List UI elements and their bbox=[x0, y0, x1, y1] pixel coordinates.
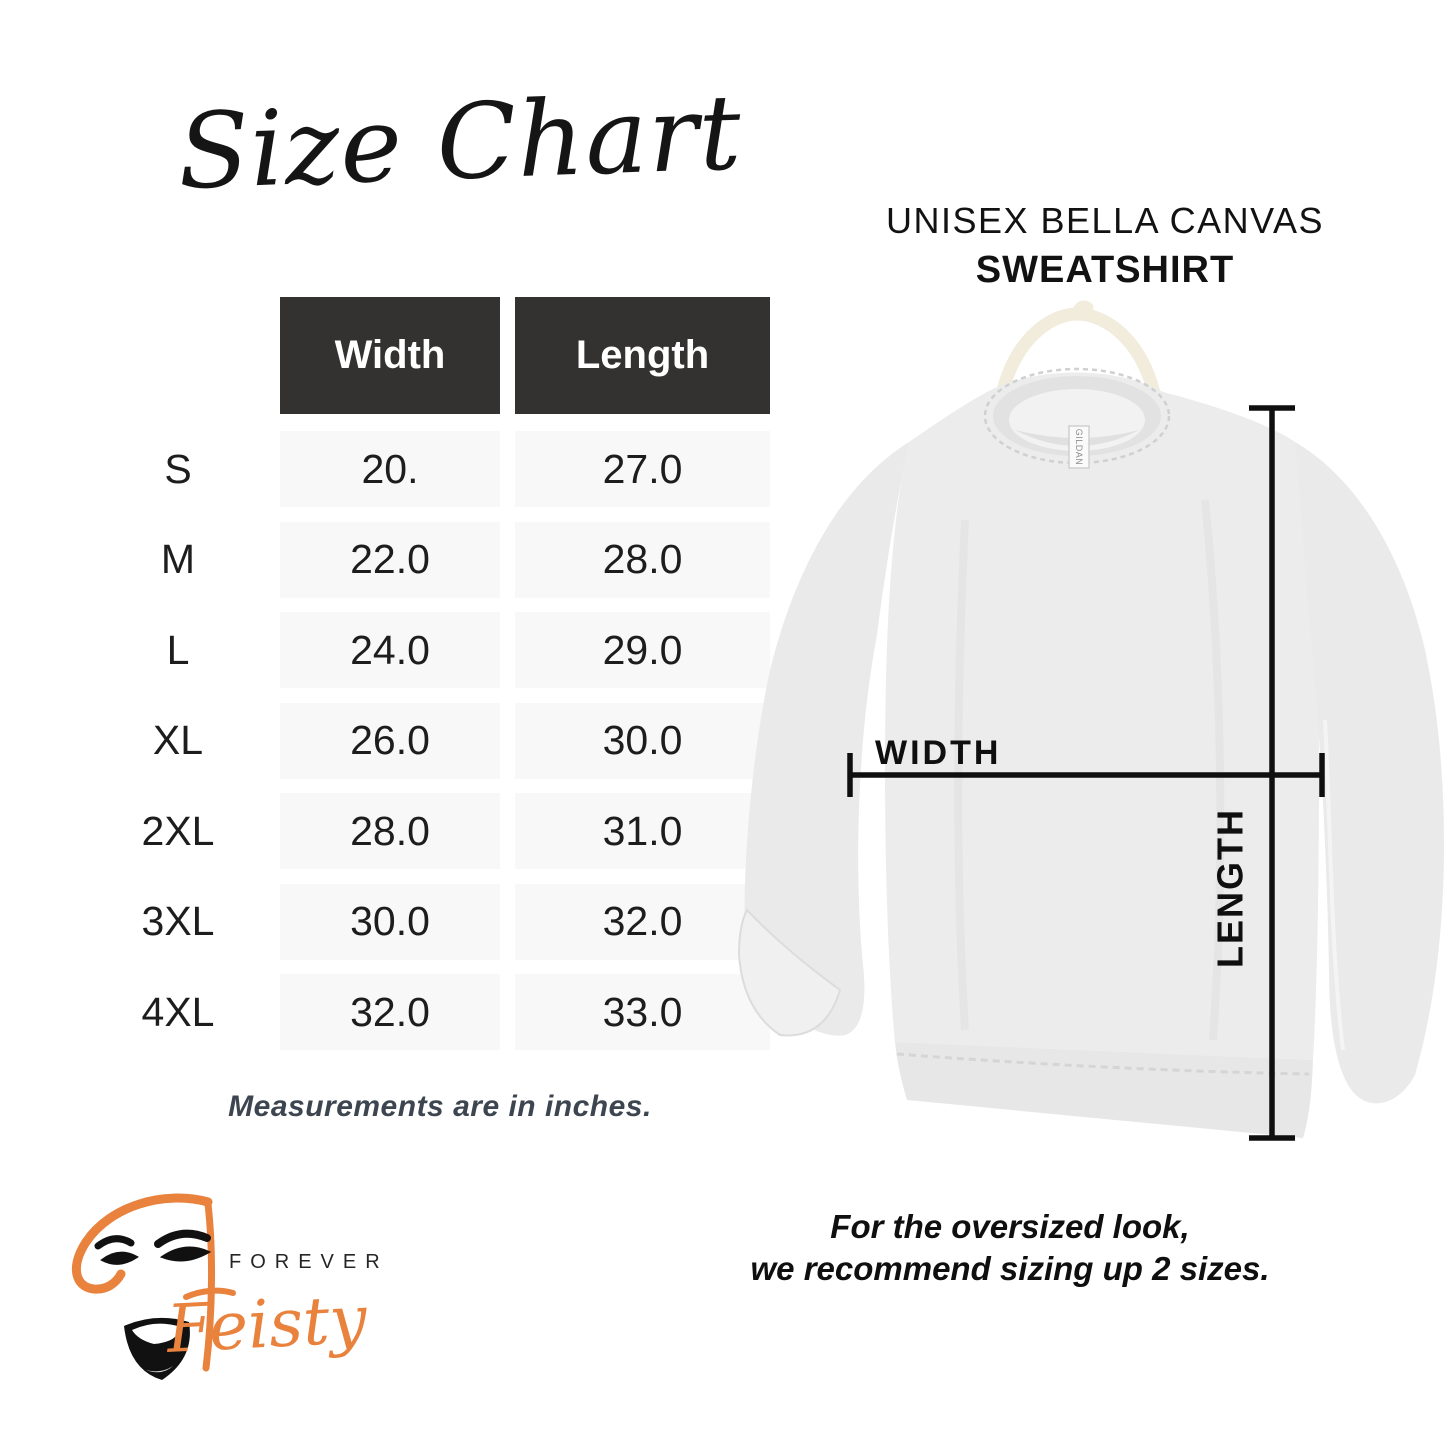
column-header-width-label: Width bbox=[334, 333, 446, 377]
column-gap bbox=[236, 703, 280, 779]
table-row: XL 26.0 30.0 bbox=[120, 702, 770, 779]
width-value: 30.0 bbox=[280, 883, 500, 960]
column-gap bbox=[236, 431, 280, 507]
length-value: 30.0 bbox=[515, 702, 770, 779]
measurements-note: Measurements are in inches. bbox=[228, 1090, 652, 1123]
length-dimension-label: LENGTH bbox=[1210, 808, 1251, 968]
size-label: XL bbox=[152, 717, 204, 763]
length-value: 29.0 bbox=[515, 612, 770, 688]
hem-band bbox=[895, 1042, 1313, 1138]
column-gap bbox=[500, 612, 515, 688]
table-row: M 22.0 28.0 bbox=[120, 521, 770, 598]
laughing-mouth-icon bbox=[124, 1317, 190, 1380]
column-gap bbox=[500, 522, 515, 598]
column-gap bbox=[500, 793, 515, 869]
hanger-icon bbox=[994, 300, 1162, 405]
face-eyes-icon bbox=[94, 1229, 212, 1265]
size-label: 4XL bbox=[141, 988, 215, 1035]
product-title-line2: SWEATSHIRT bbox=[975, 249, 1235, 291]
table-row: 4XL 32.0 33.0 bbox=[120, 974, 770, 1050]
width-value: 28.0 bbox=[280, 793, 500, 869]
width-value: 20. bbox=[280, 431, 500, 507]
size-table-body: S 20. 27.0 M 22.0 28.0 L 24.0 29.0 bbox=[120, 431, 770, 1065]
brand-tag: GILDAN bbox=[1068, 425, 1090, 469]
oversized-note-line2: we recommend sizing up 2 sizes. bbox=[750, 1250, 1270, 1287]
size-label: 2XL bbox=[141, 807, 215, 854]
column-gap bbox=[236, 884, 280, 960]
column-header-length-label: Length bbox=[575, 333, 710, 377]
column-header-length: Length bbox=[515, 297, 770, 414]
brand-logo: FOREVER Feisty bbox=[71, 1193, 389, 1380]
width-value: 22.0 bbox=[280, 521, 500, 598]
table-row: L 24.0 29.0 bbox=[120, 612, 770, 688]
table-row: 2XL 28.0 31.0 bbox=[120, 793, 770, 869]
size-label: S bbox=[164, 445, 192, 492]
oversized-note-line1: For the oversized look, bbox=[830, 1208, 1190, 1245]
column-gap bbox=[500, 884, 515, 960]
logo-swoosh bbox=[71, 1193, 236, 1372]
width-value: 32.0 bbox=[280, 974, 500, 1050]
column-gap bbox=[236, 522, 280, 598]
size-label: M bbox=[160, 536, 196, 582]
length-line bbox=[1249, 405, 1295, 1141]
width-line bbox=[847, 753, 1325, 797]
length-value: 27.0 bbox=[515, 431, 770, 507]
length-value: 32.0 bbox=[515, 883, 770, 960]
right-sleeve bbox=[1295, 442, 1444, 1104]
size-label: L bbox=[166, 626, 190, 673]
collar: GILDAN bbox=[983, 367, 1171, 469]
product-title: UNISEX BELLA CANVAS SWEATSHIRT bbox=[845, 200, 1365, 292]
table-row: 3XL 30.0 32.0 bbox=[120, 883, 770, 960]
length-value: 33.0 bbox=[515, 974, 770, 1050]
brand-word-feisty: Feisty bbox=[164, 1281, 369, 1368]
left-cuff bbox=[737, 908, 842, 1037]
column-gap bbox=[236, 612, 280, 688]
sweatshirt-diagram: GILDAN WIDTH LENGTH bbox=[737, 300, 1444, 1141]
column-gap bbox=[236, 793, 280, 869]
column-gap bbox=[500, 431, 515, 507]
column-header-width: Width bbox=[280, 297, 500, 414]
dimension-lines bbox=[847, 405, 1325, 1141]
brand-word-forever: FOREVER bbox=[229, 1251, 389, 1273]
page-title: Size Chart bbox=[175, 71, 744, 213]
length-value: 31.0 bbox=[515, 793, 770, 869]
size-label: 3XL bbox=[141, 898, 215, 944]
table-row: S 20. 27.0 bbox=[120, 431, 770, 507]
length-value: 28.0 bbox=[515, 521, 770, 598]
width-value: 24.0 bbox=[280, 612, 500, 688]
column-gap bbox=[236, 974, 280, 1050]
oversized-note: For the oversized look, we recommend siz… bbox=[680, 1206, 1340, 1290]
width-dimension-label: WIDTH bbox=[875, 734, 1001, 772]
left-sleeve bbox=[737, 442, 909, 1037]
brand-tag-text: GILDAN bbox=[1074, 429, 1084, 466]
column-gap bbox=[500, 974, 515, 1050]
sweatshirt-body bbox=[885, 372, 1319, 1138]
product-title-line1: UNISEX BELLA CANVAS bbox=[886, 200, 1324, 241]
width-value: 26.0 bbox=[280, 702, 500, 779]
column-gap bbox=[500, 703, 515, 779]
